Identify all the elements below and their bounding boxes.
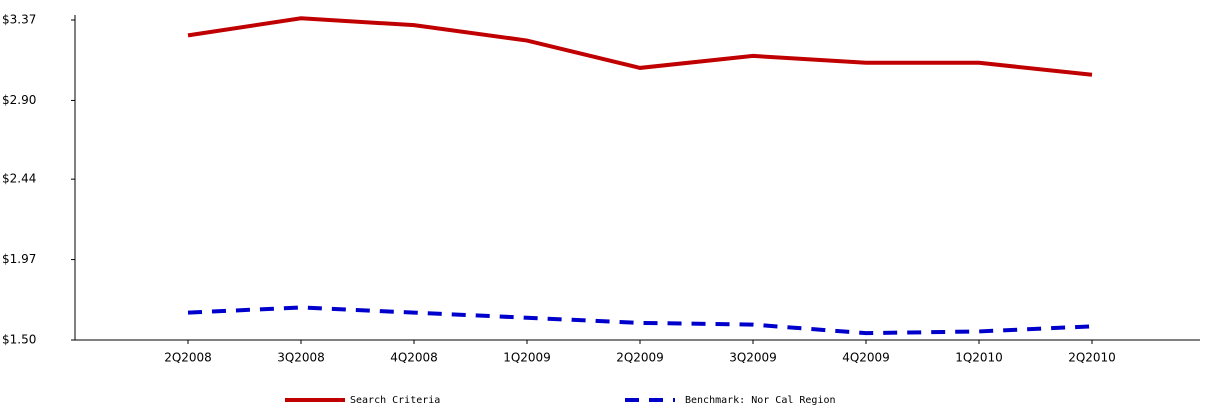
x-tick-label: 3Q2009 <box>729 351 777 365</box>
series-line <box>187 16 1093 77</box>
x-tick-label: 3Q2008 <box>277 351 325 365</box>
x-tick-label: 4Q2008 <box>390 351 438 365</box>
legend-label: Benchmark: Nor Cal Region <box>685 395 836 406</box>
x-tick-label: 2Q2009 <box>616 351 664 365</box>
x-tick-label: 2Q2010 <box>1068 351 1116 365</box>
y-tick-label: $1.50 <box>2 333 36 347</box>
series-line <box>187 305 1093 336</box>
y-tick-label: $2.90 <box>2 93 36 107</box>
x-tick-label: 1Q2009 <box>503 351 551 365</box>
y-tick-label: $2.44 <box>2 172 36 186</box>
y-tick-label: $1.97 <box>2 252 36 266</box>
legend-label: Search Criteria <box>350 395 440 406</box>
y-tick-label: $3.37 <box>2 13 36 27</box>
x-tick-label: 4Q2009 <box>842 351 890 365</box>
x-tick-label: 1Q2010 <box>955 351 1003 365</box>
x-tick-label: 2Q2008 <box>164 351 212 365</box>
